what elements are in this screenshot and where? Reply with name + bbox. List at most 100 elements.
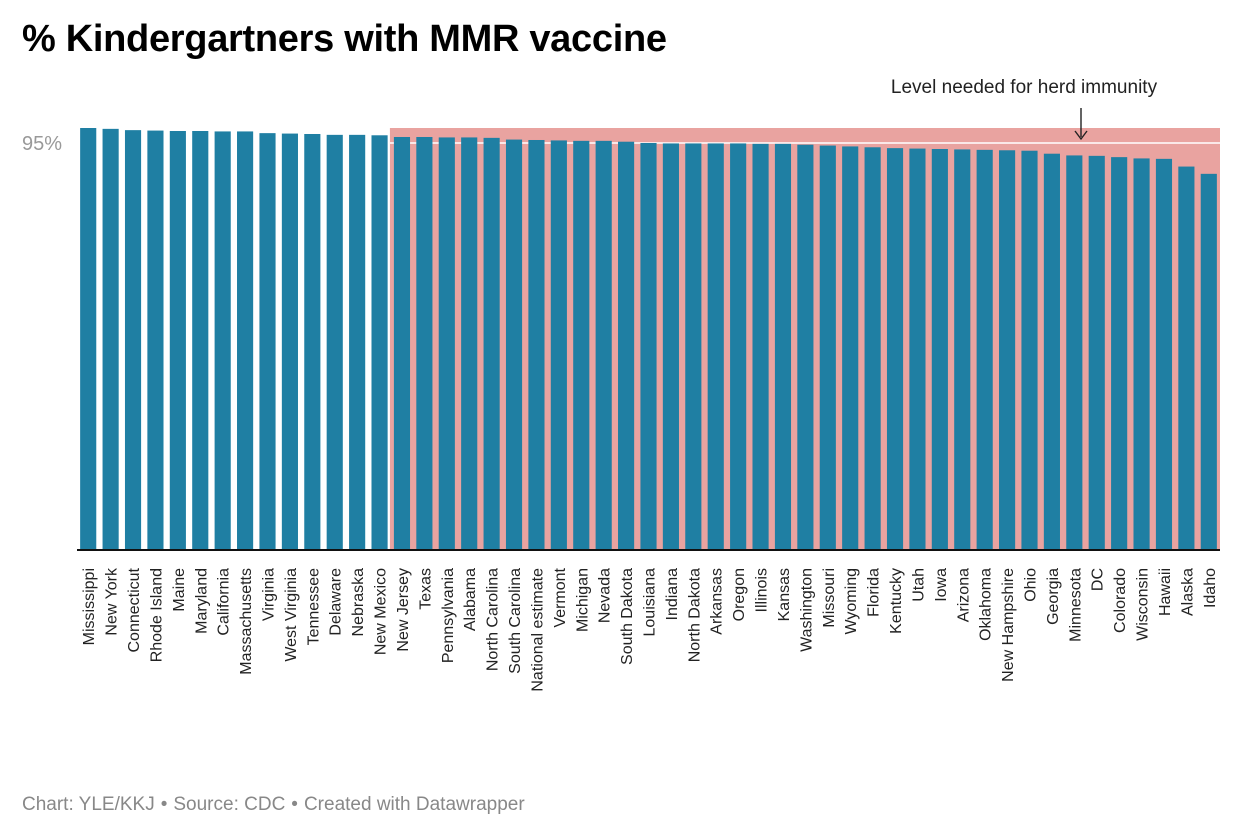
bar-iowa	[931, 148, 948, 550]
bar-missouri	[819, 145, 836, 550]
x-tick-label: Kentucky	[888, 568, 905, 634]
bar-massachusetts	[237, 131, 254, 550]
x-tick-label: Arkansas	[709, 568, 726, 635]
x-tick-label: Hawaii	[1157, 568, 1174, 616]
x-tick-label: Tennessee	[305, 568, 322, 645]
annotation-arrow-head	[1074, 130, 1088, 141]
bar-south-carolina	[505, 139, 523, 551]
source-credit: Source: CDC	[173, 794, 286, 815]
bar-tennessee	[304, 133, 321, 550]
x-tick-label: Florida	[866, 568, 883, 617]
x-tick-label: South Carolina	[507, 568, 524, 674]
bar-florida	[864, 147, 881, 551]
x-tick-label: Oklahoma	[978, 568, 995, 641]
bar-pennsylvania	[438, 137, 455, 550]
bar-nebraska	[349, 134, 366, 550]
bar-utah	[909, 148, 926, 551]
bar-kentucky	[886, 148, 904, 550]
bar-oregon	[730, 143, 747, 551]
bar-michigan	[573, 140, 590, 551]
x-tick-label: North Dakota	[686, 568, 703, 662]
x-tick-label: Colorado	[1112, 568, 1129, 633]
bar-mississippi	[80, 128, 97, 550]
bar-north-dakota	[685, 143, 702, 551]
bar-delaware	[326, 134, 343, 550]
herd-immunity-annotation: Level needed for herd immunity	[891, 77, 1158, 98]
x-tick-label: Wyoming	[843, 568, 860, 635]
bar-west-virginia	[281, 133, 298, 550]
x-tick-label: Delaware	[328, 568, 345, 636]
bar-illinois	[752, 143, 769, 550]
bar-arkansas	[707, 143, 724, 551]
bar-minnesota	[1066, 155, 1083, 550]
bar-ohio	[1021, 150, 1038, 550]
bar-vermont	[550, 140, 567, 550]
x-tick-label: Utah	[910, 568, 927, 602]
x-tick-label: Alaska	[1179, 568, 1196, 616]
x-tick-label: West Virginia	[283, 568, 300, 662]
bar-south-dakota	[618, 141, 635, 550]
bar-california	[214, 131, 231, 550]
x-tick-label: Virginia	[261, 568, 278, 621]
x-tick-label: Minnesota	[1067, 568, 1084, 642]
bar-alabama	[461, 137, 478, 550]
bar-wyoming	[842, 146, 859, 550]
bar-georgia	[1043, 153, 1060, 551]
bar-new-york	[102, 128, 119, 550]
bar-louisiana	[640, 142, 657, 550]
chart-credit: Chart: YLE/KKJ	[22, 794, 155, 815]
bar-dc	[1088, 155, 1105, 550]
x-tick-label: Maryland	[193, 568, 210, 634]
bar-kansas	[774, 143, 792, 550]
x-tick-label: Georgia	[1045, 568, 1062, 625]
bars-group	[80, 128, 1217, 551]
footer-separator: •	[160, 794, 168, 815]
x-tick-label: New Hampshire	[1000, 568, 1017, 682]
bar-maryland	[192, 130, 209, 551]
bar-north-carolina	[483, 137, 500, 550]
x-tick-label: Idaho	[1202, 568, 1219, 608]
bar-nevada	[595, 140, 612, 551]
x-tick-label: Iowa	[933, 568, 950, 602]
x-tick-label: Pennsylvania	[440, 568, 457, 663]
bar-texas	[416, 136, 433, 550]
x-tick-label: Rhode Island	[148, 568, 165, 662]
footer-separator: •	[291, 794, 298, 815]
x-tick-label: Indiana	[664, 568, 681, 621]
x-tick-label: Mississippi	[81, 568, 98, 645]
bar-chart: Mississippi New York Connecticut Rhode Isla…	[22, 77, 1220, 692]
bar-virginia	[259, 133, 276, 550]
x-tick-label: California	[216, 568, 233, 636]
x-tick-labels-group: Mississippi New York Connecticut Rhode Isla…	[81, 567, 1219, 692]
x-tick-label: Alabama	[462, 568, 479, 631]
x-tick-label: New York	[104, 567, 121, 636]
x-tick-label: South Dakota	[619, 568, 636, 665]
bar-washington	[797, 144, 814, 551]
bar-new-hampshire	[999, 150, 1016, 550]
x-tick-label: National estimate	[529, 568, 546, 692]
x-tick-label: North Carolina	[485, 568, 502, 671]
bar-idaho	[1200, 173, 1217, 551]
y-tick-label-95: 95%	[22, 133, 62, 155]
x-tick-label: New Jersey	[395, 568, 412, 652]
chart-title: % Kindergartners with MMR vaccine	[22, 18, 667, 60]
bar-new-mexico	[371, 135, 388, 550]
bar-hawaii	[1155, 158, 1173, 551]
bar-colorado	[1111, 157, 1128, 550]
bar-national-estimate	[528, 139, 545, 550]
x-tick-label: Louisiana	[642, 568, 659, 637]
x-tick-label: Nebraska	[350, 568, 367, 637]
bar-maine	[169, 130, 186, 551]
x-tick-label: New Mexico	[373, 568, 390, 655]
x-tick-label: Maine	[171, 568, 188, 612]
footer: Chart: YLE/KKJ • Source: CDC • Created with …	[22, 794, 525, 816]
x-tick-label: Illinois	[754, 568, 771, 612]
x-tick-label: Washington	[798, 568, 815, 652]
bar-indiana	[662, 143, 679, 551]
created-credit: Created with Datawrapper	[303, 794, 525, 815]
x-tick-label: Wisconsin	[1135, 568, 1152, 641]
bar-oklahoma	[976, 149, 993, 551]
x-tick-label: Ohio	[1023, 568, 1040, 602]
x-tick-label: Arizona	[955, 568, 972, 622]
x-tick-label: Texas	[417, 568, 434, 610]
